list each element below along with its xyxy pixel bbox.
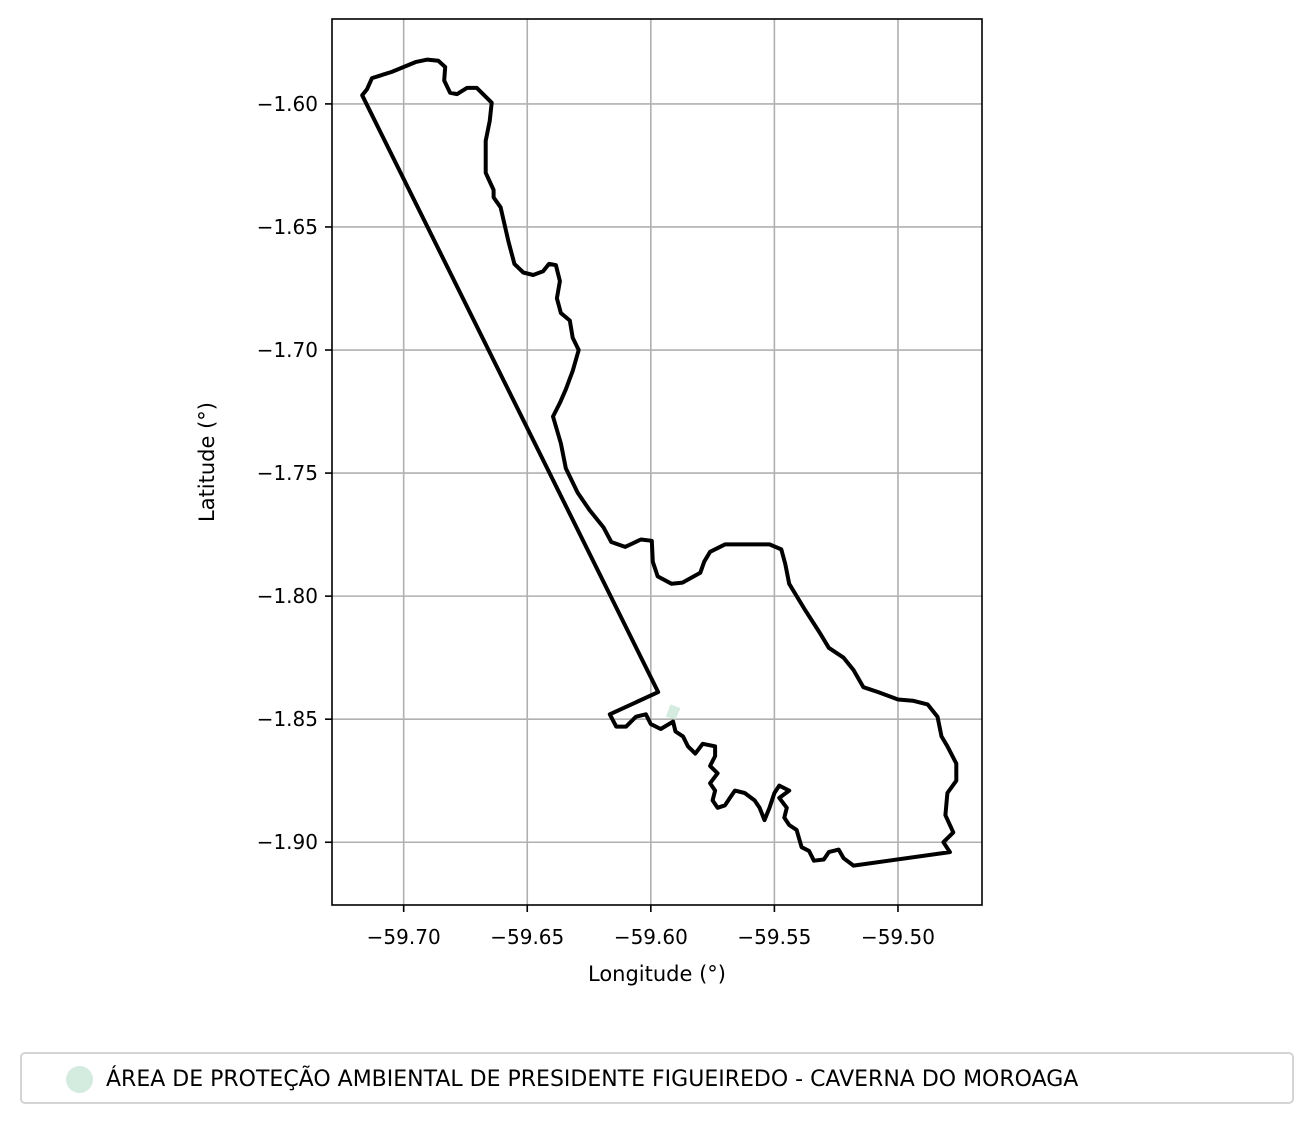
axes-frame bbox=[331, 18, 983, 906]
y-tick-label: −1.75 bbox=[257, 461, 318, 485]
x-tick-label: −59.50 bbox=[861, 925, 935, 949]
y-tick-label: −1.90 bbox=[257, 830, 318, 854]
x-tick-label: −59.55 bbox=[737, 925, 811, 949]
protected-area-boundary bbox=[360, 57, 959, 868]
y-tick-label: −1.60 bbox=[257, 92, 318, 116]
x-tick-label: −59.70 bbox=[367, 925, 441, 949]
map-layer bbox=[360, 57, 959, 868]
y-tick-label: −1.80 bbox=[257, 584, 318, 608]
x-tick-label: −59.60 bbox=[614, 925, 688, 949]
y-axis-label: Latitude (°) bbox=[195, 402, 219, 522]
x-tick-label: −59.65 bbox=[490, 925, 564, 949]
y-tick-label: −1.85 bbox=[257, 707, 318, 731]
legend-label: ÁREA DE PROTEÇÃO AMBIENTAL DE PRESIDENTE… bbox=[106, 1067, 1079, 1092]
grid-lines bbox=[332, 19, 982, 905]
y-tick-label: −1.65 bbox=[257, 215, 318, 239]
protected-area-fill bbox=[665, 704, 681, 720]
axis-ticks: −59.70 −59.65 −59.60 −59.55 −59.50 −1.60 −1.65… bbox=[257, 92, 935, 949]
legend: ÁREA DE PROTEÇÃO AMBIENTAL DE PRESIDENTE… bbox=[20, 1052, 1294, 1104]
y-tick-label: −1.70 bbox=[257, 338, 318, 362]
legend-marker bbox=[66, 1066, 93, 1093]
x-axis-label: Longitude (°) bbox=[588, 962, 726, 986]
